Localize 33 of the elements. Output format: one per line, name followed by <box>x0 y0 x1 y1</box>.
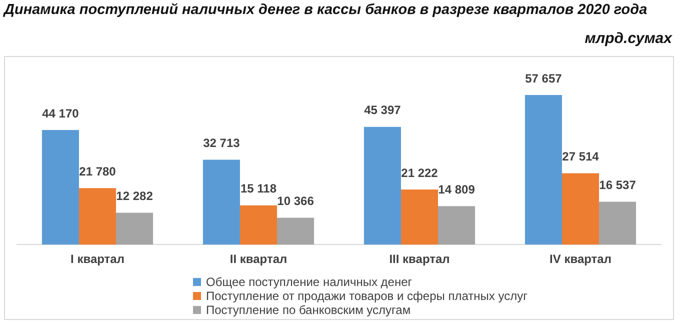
legend-label: Поступление по банковским услугам <box>206 303 411 317</box>
chart-subtitle: млрд.сумах <box>584 30 672 47</box>
bar <box>202 160 240 245</box>
data-label: 12 282 <box>116 189 154 204</box>
bar <box>524 95 562 245</box>
data-label: 10 366 <box>277 194 314 208</box>
bar <box>562 173 600 245</box>
bar <box>42 130 79 245</box>
data-label: 44 170 <box>42 106 80 120</box>
data-label: 16 537 <box>599 178 636 192</box>
bar <box>364 126 401 245</box>
data-label: 57 657 <box>525 71 562 86</box>
bar <box>599 202 636 245</box>
bar <box>116 212 154 245</box>
data-label: 21 222 <box>401 166 438 180</box>
data-label: 15 118 <box>240 182 277 196</box>
data-label: 27 514 <box>562 150 600 164</box>
x-tick-label: I квартал <box>70 252 124 266</box>
chart-title: Динамика поступлений наличных денег в кассы банков в разрезе кварталов 2020 года <box>4 2 648 18</box>
bar <box>438 206 476 245</box>
bar <box>277 218 314 245</box>
data-label: 21 780 <box>79 164 116 178</box>
x-tick-label: II квартал <box>230 252 288 266</box>
data-label: 45 397 <box>364 103 402 118</box>
bar <box>78 188 116 245</box>
bar <box>240 205 278 245</box>
x-tick-label: IV квартал <box>550 252 612 266</box>
data-label: 14 809 <box>438 182 476 196</box>
bar <box>400 190 438 245</box>
data-label: 32 713 <box>203 136 240 150</box>
legend-label: Поступление от продажи товаров и сферы платных услуг <box>206 289 528 303</box>
x-tick-label: III квартал <box>389 252 450 266</box>
legend-label: Общее поступление наличных денег <box>206 275 412 289</box>
